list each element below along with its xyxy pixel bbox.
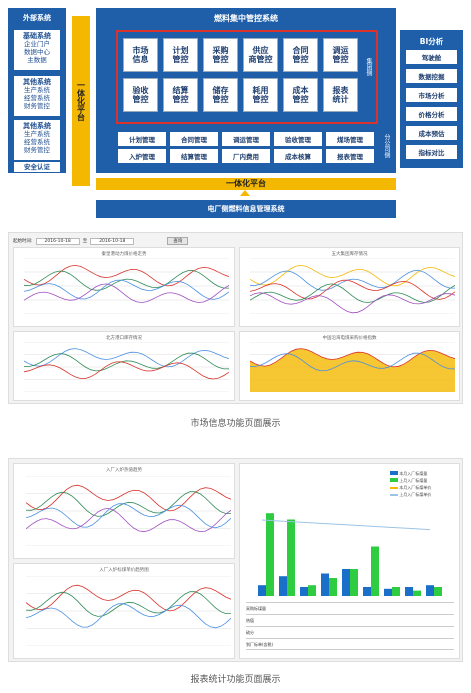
ext-group-2: 其他系统 生产系统 经营系统 财务管控 xyxy=(14,76,60,116)
group-cell: 调运 管控 xyxy=(323,38,358,72)
bi-item: 价格分析 xyxy=(406,107,457,121)
end-date-input[interactable]: 2016-10-18 xyxy=(90,237,135,245)
ext-group-1: 基础系统 企业门户 数据中心 主数据 xyxy=(14,30,60,70)
branch-cell: 合同管理 xyxy=(170,132,218,146)
branch-cell: 计划管理 xyxy=(118,132,166,146)
toolbar: 起始时间: 2016-10-18 至 2016-10-18 查询 xyxy=(13,237,189,245)
security-auth: 安全认证 xyxy=(14,162,60,172)
bi-item: 市场分析 xyxy=(406,88,457,102)
group-cell: 市场 信息 xyxy=(123,38,158,72)
group-cell: 报表 统计 xyxy=(323,78,358,112)
report-table: 采购标煤量 热值 硫分 到厂标单(含税) xyxy=(246,602,454,650)
branch-side-label: 分公司侧 xyxy=(383,134,390,158)
group-cell: 储存 管控 xyxy=(203,78,238,112)
market-info-screenshot: 起始时间: 2016-10-18 至 2016-10-18 查询 秦皇港动力煤价… xyxy=(8,232,463,404)
branch-cell: 报表管理 xyxy=(326,149,374,163)
branch-cell: 验收管理 xyxy=(274,132,322,146)
up-arrow xyxy=(240,190,250,196)
bar-report-panel: 本月入厂标煤量 上月入厂标煤量 本月入厂标煤单价 上月入厂标煤单价 采购标煤量 … xyxy=(239,463,460,659)
bi-panel: BI分析 驾驶舱数据挖掘市场分析价格分析成本预估指标对比 xyxy=(400,30,463,168)
branch-cell: 煤场管理 xyxy=(326,132,374,146)
caption-2: 报表统计功能页面展示 xyxy=(190,675,281,685)
main-system-panel: 燃料集中管控系统 集团侧 市场 信息 计划 管控 采购 管控 供应 商管控 合同 管控 调运 管控验收… xyxy=(96,8,396,173)
branch-cell: 成本核算 xyxy=(274,149,322,163)
group-cell: 验收 管控 xyxy=(123,78,158,112)
branch-cell: 调运管理 xyxy=(222,132,270,146)
architecture-diagram: 外部系统 基础系统 企业门户 数据中心 主数据 其他系统 生产系统 经营系统 财务管控 … xyxy=(8,8,463,222)
external-systems-title: 外部系统 xyxy=(23,14,51,22)
bi-item: 驾驶舱 xyxy=(406,50,457,64)
price-trend-panel: 入厂入炉标煤单价趋势图 xyxy=(13,563,235,659)
platform-vertical: 一体化平台 xyxy=(72,16,90,186)
query-button[interactable]: 查询 xyxy=(167,237,189,245)
branch-cell: 结算管理 xyxy=(170,149,218,163)
main-system-title: 燃料集中管控系统 xyxy=(214,14,278,23)
bi-title: BI分析 xyxy=(419,37,444,46)
group-cell: 计划 管控 xyxy=(163,38,198,72)
bi-item: 数据挖掘 xyxy=(406,69,457,83)
group-cell: 合同 管控 xyxy=(283,38,318,72)
bottom-bar: 电厂侧燃料信息管理系统 xyxy=(96,200,396,218)
chart-panel-3: 北方港口库存情况 xyxy=(13,331,235,401)
start-date-input[interactable]: 2016-10-18 xyxy=(35,237,80,245)
external-systems-panel: 外部系统 基础系统 企业门户 数据中心 主数据 其他系统 生产系统 经营系统 财务管控 … xyxy=(8,8,66,173)
bi-item: 指标对比 xyxy=(406,145,457,159)
chart-panel-4: 中国沿海电煤采购价格指数 xyxy=(239,331,460,401)
platform-horizontal: 一体化平台 xyxy=(96,178,396,190)
bi-item: 成本预估 xyxy=(406,126,457,140)
group-cell: 供应 商管控 xyxy=(243,38,278,72)
chart-panel-1: 秦皇港动力煤价格走势 xyxy=(13,247,235,327)
caption-1: 市场信息功能页面展示 xyxy=(190,419,281,429)
ext-group-3: 其他系统 生产系统 经营系统 财务管控 xyxy=(14,120,60,160)
group-cell: 耗用 管控 xyxy=(243,78,278,112)
report-screenshot: 入厂入炉热值趋势 入厂入炉标煤单价趋势图 本月入厂标煤量 上月入厂标煤量 本月入… xyxy=(8,458,463,662)
group-side-label: 集团侧 xyxy=(365,58,372,76)
branch-cell: 入炉管理 xyxy=(118,149,166,163)
group-cell: 成本 管控 xyxy=(283,78,318,112)
group-cell: 结算 管控 xyxy=(163,78,198,112)
chart-panel-2: 五大集团库存情况 xyxy=(239,247,460,327)
group-cell: 采购 管控 xyxy=(203,38,238,72)
branch-cell: 厂内费用 xyxy=(222,149,270,163)
report-legend: 本月入厂标煤量 上月入厂标煤量 本月入厂标煤单价 上月入厂标煤单价 xyxy=(390,470,431,498)
heat-trend-panel: 入厂入炉热值趋势 xyxy=(13,463,235,559)
